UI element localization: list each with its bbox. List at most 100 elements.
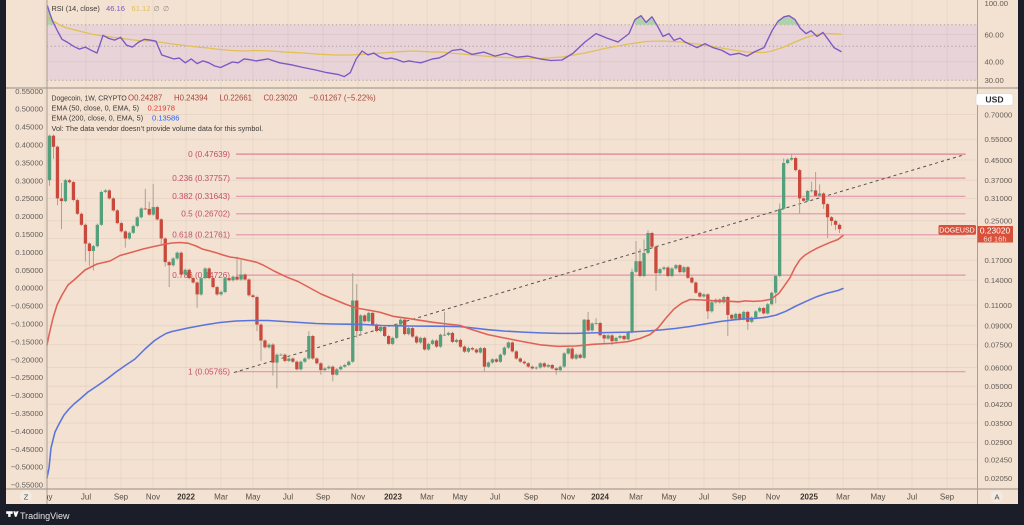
svg-text:−0.25000: −0.25000 [11,373,43,382]
svg-text:May: May [37,493,52,502]
svg-text:−0.10000: −0.10000 [11,320,43,329]
svg-text:0.35000: 0.35000 [15,158,43,167]
svg-text:2025: 2025 [800,493,818,502]
svg-text:46.16: 46.16 [106,4,125,13]
svg-text:0.618 (0.21761): 0.618 (0.21761) [172,231,230,240]
svg-text:0.45000: 0.45000 [15,123,43,132]
svg-text:Nov: Nov [146,493,160,502]
svg-text:C0.23020: C0.23020 [264,94,298,103]
svg-text:May: May [245,493,260,502]
svg-text:EMA (200, close, 0, EMA, 5): EMA (200, close, 0, EMA, 5) [52,114,144,123]
svg-text:O0.24287: O0.24287 [128,94,162,103]
svg-text:0.05000: 0.05000 [985,382,1013,391]
svg-text:0.31000: 0.31000 [985,194,1013,203]
svg-text:May: May [661,493,676,502]
svg-text:Sep: Sep [940,493,955,502]
svg-text:0.05000: 0.05000 [15,266,43,275]
svg-text:0.06000: 0.06000 [985,363,1013,372]
svg-text:2022: 2022 [177,493,195,502]
svg-text:Nov: Nov [351,493,365,502]
svg-text:0.02450: 0.02450 [985,456,1013,465]
svg-text:Z: Z [24,493,29,502]
svg-text:100.00: 100.00 [985,0,1009,8]
svg-text:0.55000: 0.55000 [15,87,43,96]
svg-text:−0.40000: −0.40000 [11,427,43,436]
svg-text:2024: 2024 [591,493,609,502]
svg-text:0.04200: 0.04200 [985,400,1013,409]
svg-text:−0.05000: −0.05000 [11,302,43,311]
svg-text:0.55000: 0.55000 [985,135,1013,144]
svg-text:−0.15000: −0.15000 [11,337,43,346]
svg-text:0.25000: 0.25000 [15,194,43,203]
svg-text:Sep: Sep [524,493,539,502]
svg-text:Jul: Jul [283,493,293,502]
svg-text:Sep: Sep [732,493,747,502]
svg-text:0 (0.47639): 0 (0.47639) [188,150,230,159]
svg-text:Jul: Jul [490,493,500,502]
svg-text:H0.24394: H0.24394 [174,94,208,103]
svg-text:Sep: Sep [316,493,331,502]
svg-text:1 (0.05765): 1 (0.05765) [188,367,230,376]
svg-text:0.45000: 0.45000 [985,156,1013,165]
svg-text:60.00: 60.00 [985,30,1004,39]
svg-text:2023: 2023 [384,493,402,502]
svg-text:Nov: Nov [561,493,575,502]
svg-text:0.02900: 0.02900 [985,438,1013,447]
svg-text:0.11000: 0.11000 [985,301,1012,310]
svg-text:Mar: Mar [420,493,434,502]
svg-text:Mar: Mar [629,493,643,502]
svg-text:0.20000: 0.20000 [15,212,43,221]
svg-text:Nov: Nov [766,493,780,502]
svg-text:−0.01267 (−5.22%): −0.01267 (−5.22%) [309,94,376,103]
svg-text:0.30000: 0.30000 [15,176,43,185]
svg-text:Jul: Jul [81,493,91,502]
svg-text:May: May [452,493,467,502]
svg-text:0.09000: 0.09000 [985,322,1013,331]
svg-text:A: A [994,493,999,502]
svg-text:0.70000: 0.70000 [985,110,1013,119]
svg-text:DOGEUSD: DOGEUSD [939,227,974,234]
svg-text:EMA (50, close, 0, EMA, 5): EMA (50, close, 0, EMA, 5) [52,104,140,113]
svg-text:0.21978: 0.21978 [148,104,175,113]
svg-text:∅: ∅ [154,4,160,13]
svg-text:Sep: Sep [114,493,129,502]
svg-text:0.07500: 0.07500 [985,340,1013,349]
svg-text:0.10000: 0.10000 [15,248,43,257]
svg-text:0.236 (0.37757): 0.236 (0.37757) [172,174,230,183]
svg-text:Mar: Mar [836,493,850,502]
svg-text:RSI (14, close): RSI (14, close) [52,4,100,13]
svg-text:0.00000: 0.00000 [15,284,43,293]
svg-text:May: May [870,493,885,502]
svg-text:30.00: 30.00 [985,76,1004,85]
svg-text:0.382 (0.31643): 0.382 (0.31643) [172,192,230,201]
svg-text:0.15000: 0.15000 [15,230,43,239]
svg-text:Jul: Jul [907,493,917,502]
svg-text:L0.22661: L0.22661 [220,94,253,103]
svg-text:0.17000: 0.17000 [985,256,1013,265]
svg-text:TradingView: TradingView [20,511,70,521]
svg-text:0.5 (0.26702): 0.5 (0.26702) [181,210,230,219]
svg-text:−0.50000: −0.50000 [11,463,43,472]
svg-text:Mar: Mar [214,493,228,502]
svg-text:∅: ∅ [163,4,169,13]
svg-text:0.13586: 0.13586 [152,114,179,123]
svg-text:40.00: 40.00 [985,58,1004,67]
svg-text:USD: USD [985,95,1003,105]
svg-text:−0.45000: −0.45000 [11,445,43,454]
svg-text:−0.30000: −0.30000 [11,391,43,400]
svg-text:0.02050: 0.02050 [985,474,1013,483]
svg-text:6d 16h: 6d 16h [983,234,1006,243]
svg-text:Dogecoin, 1W, CRYPTO: Dogecoin, 1W, CRYPTO [52,96,128,103]
svg-text:61.12: 61.12 [132,4,151,13]
svg-text:0.50000: 0.50000 [15,105,43,114]
svg-text:Jul: Jul [699,493,709,502]
svg-text:0.37000: 0.37000 [985,176,1013,185]
svg-text:0.25000: 0.25000 [985,216,1013,225]
svg-text:0.03500: 0.03500 [985,419,1013,428]
svg-text:0.786 (0.14726): 0.786 (0.14726) [172,271,230,280]
svg-text:Vol: The data vendor doesn’t p: Vol: The data vendor doesn’t provide vol… [52,124,264,133]
svg-text:0.14000: 0.14000 [985,276,1013,285]
svg-text:0.40000: 0.40000 [15,141,43,150]
svg-text:−0.20000: −0.20000 [11,355,43,364]
svg-text:0.23020: 0.23020 [980,225,1011,235]
